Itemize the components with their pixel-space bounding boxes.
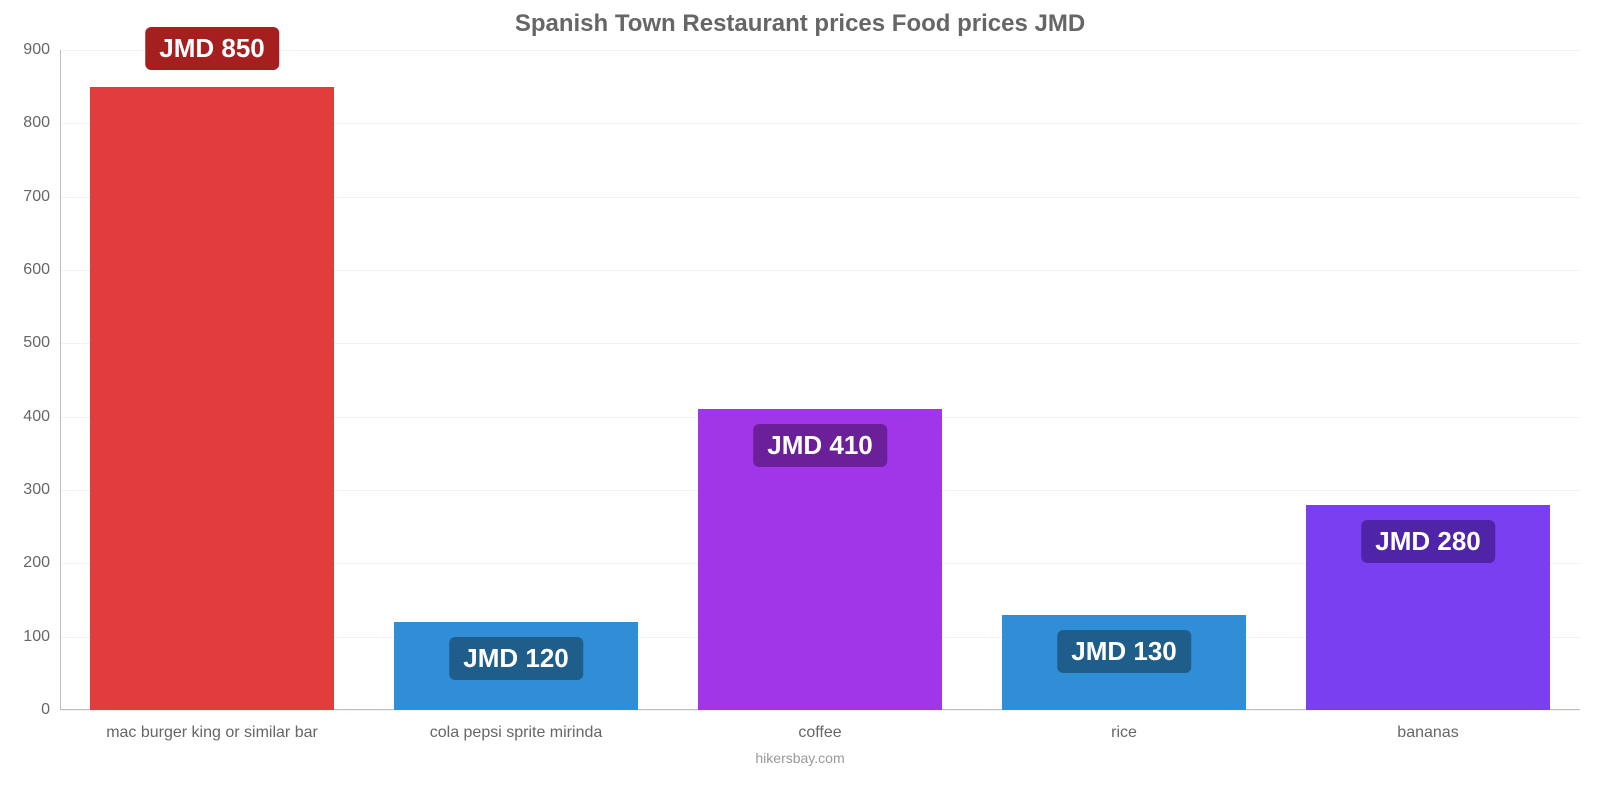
credit-text: hikersbay.com bbox=[0, 750, 1600, 766]
y-tick-label: 100 bbox=[0, 628, 50, 646]
x-tick-label: mac burger king or similar bar bbox=[106, 724, 318, 742]
x-tick-label: rice bbox=[1111, 724, 1137, 742]
y-tick-label: 200 bbox=[0, 554, 50, 572]
bar-value-label: JMD 850 bbox=[145, 27, 279, 70]
x-tick-label: bananas bbox=[1397, 724, 1458, 742]
plot-area: JMD 850JMD 120JMD 410JMD 130JMD 280 bbox=[60, 50, 1580, 710]
y-tick-label: 400 bbox=[0, 408, 50, 426]
bars-group: JMD 850JMD 120JMD 410JMD 130JMD 280 bbox=[60, 50, 1580, 710]
y-tick-label: 0 bbox=[0, 701, 50, 719]
chart-container: Spanish Town Restaurant prices Food pric… bbox=[0, 0, 1600, 800]
y-tick-label: 700 bbox=[0, 188, 50, 206]
bar-value-label: JMD 280 bbox=[1361, 520, 1495, 563]
bar-value-label: JMD 120 bbox=[449, 637, 583, 680]
grid-line bbox=[60, 710, 1580, 711]
bar-value-label: JMD 130 bbox=[1057, 630, 1191, 673]
x-tick-label: coffee bbox=[798, 724, 841, 742]
y-tick-label: 900 bbox=[0, 41, 50, 59]
y-tick-label: 800 bbox=[0, 114, 50, 132]
bar-value-label: JMD 410 bbox=[753, 424, 887, 467]
x-tick-label: cola pepsi sprite mirinda bbox=[430, 724, 603, 742]
y-tick-label: 600 bbox=[0, 261, 50, 279]
bar bbox=[90, 87, 333, 710]
y-tick-label: 300 bbox=[0, 481, 50, 499]
y-tick-label: 500 bbox=[0, 334, 50, 352]
